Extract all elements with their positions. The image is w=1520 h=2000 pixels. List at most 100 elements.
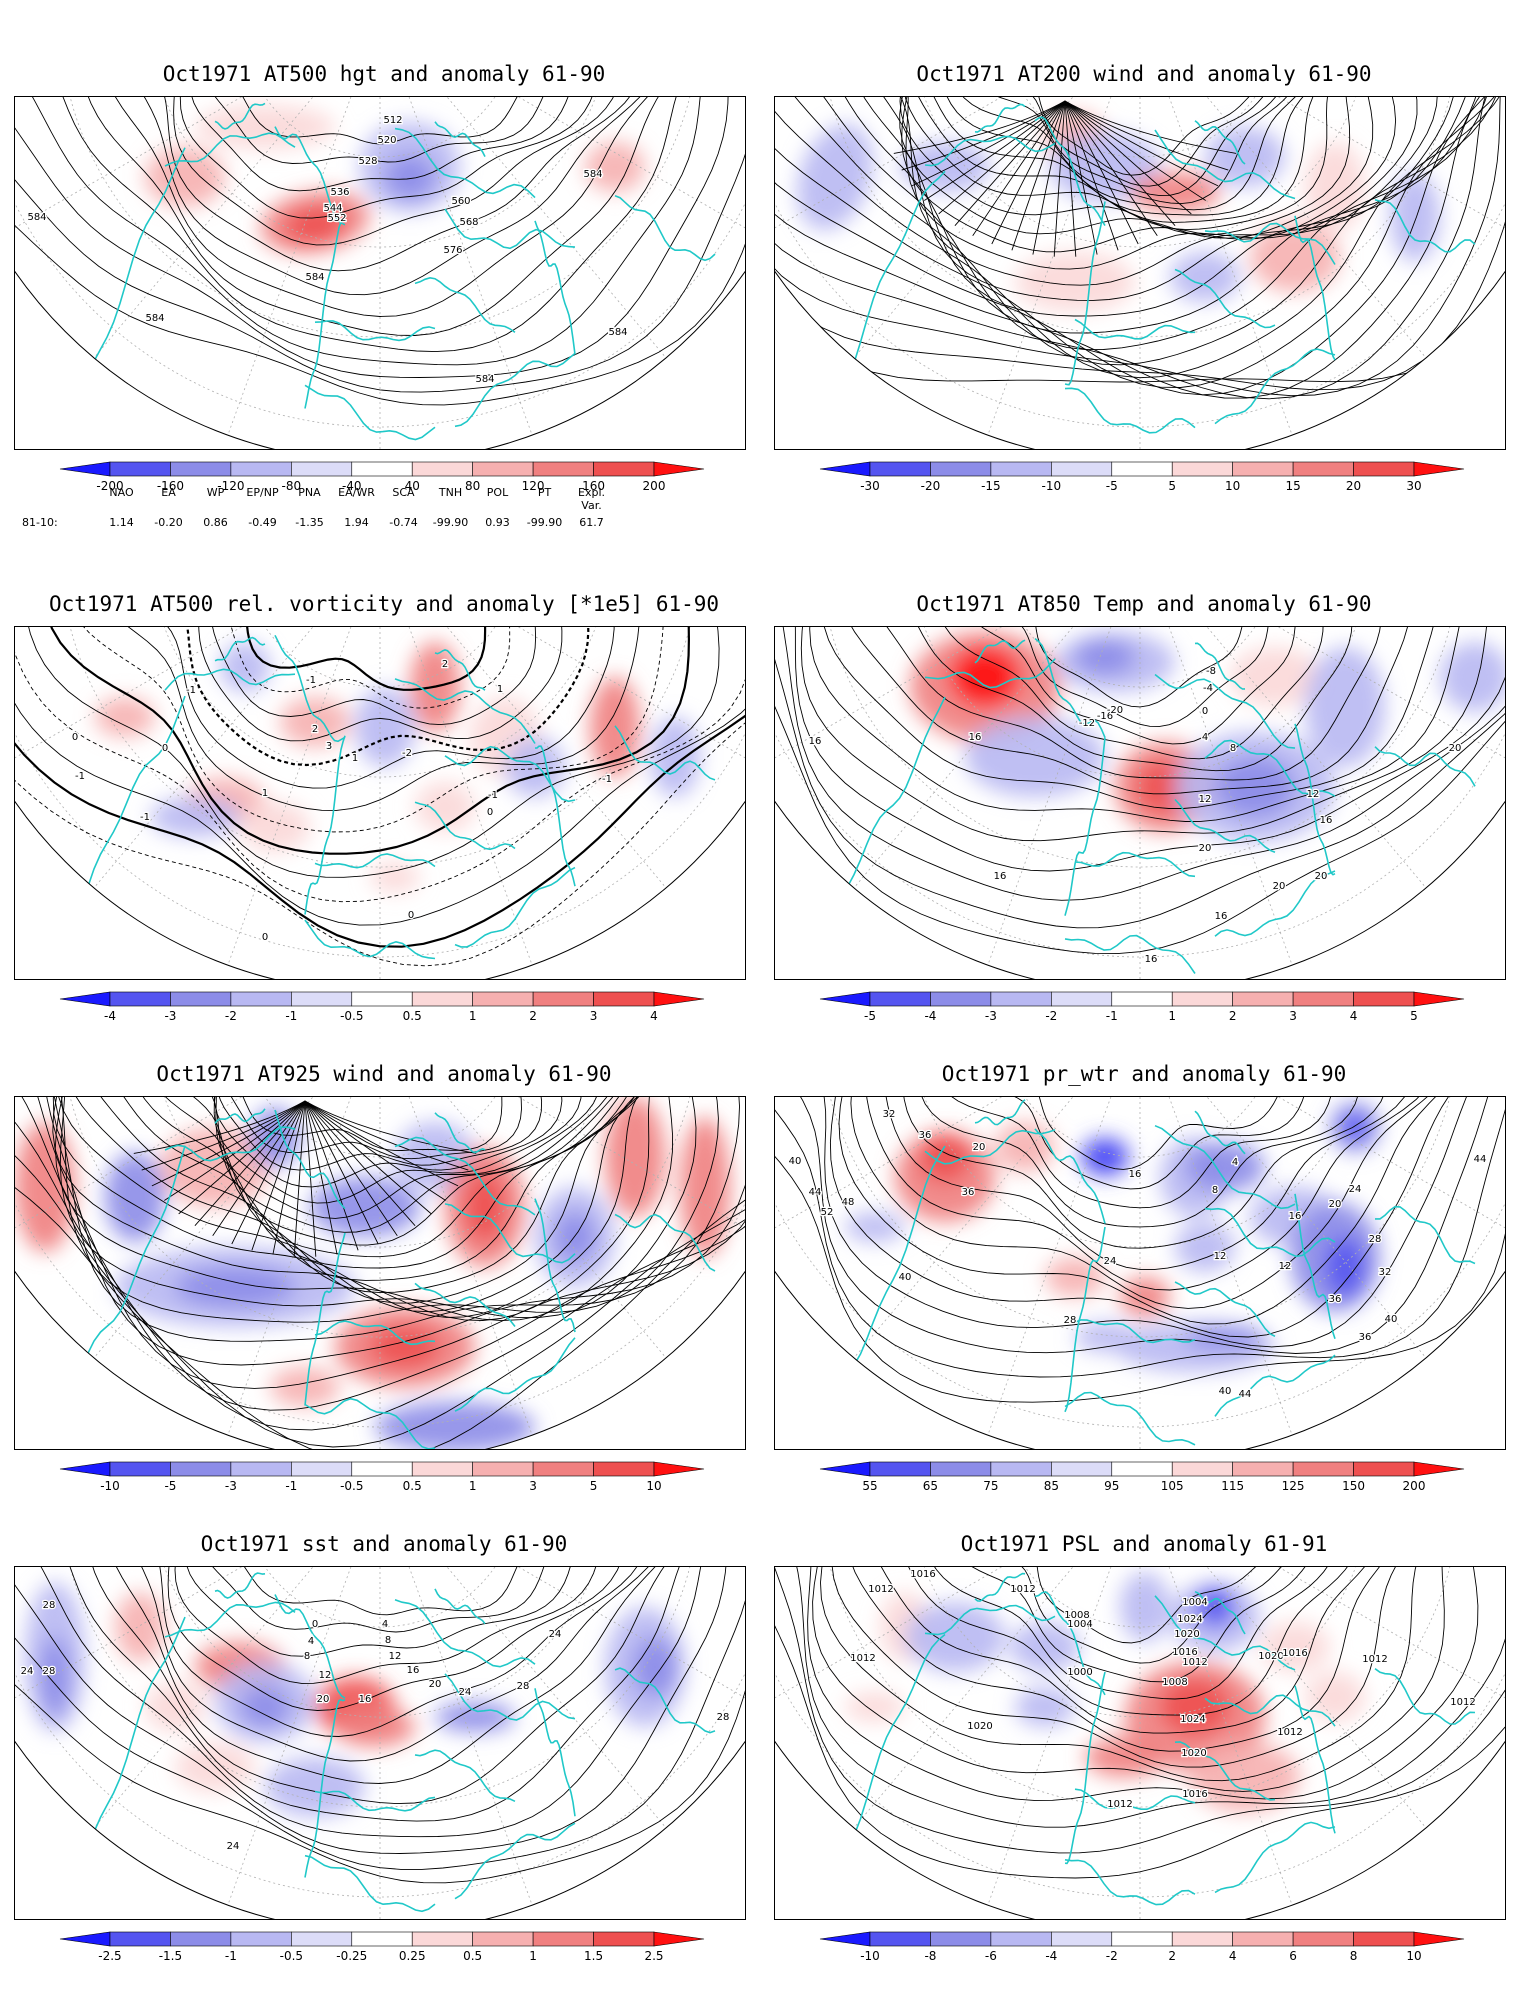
colorbar-bin <box>291 1931 353 1947</box>
anomaly-shading <box>415 782 475 832</box>
contour-label: -8 <box>1206 666 1216 677</box>
streamline <box>1064 100 1229 171</box>
contour-line <box>775 1097 1505 1403</box>
colorbar-bin <box>532 1931 594 1947</box>
index-name: PNA <box>298 486 321 499</box>
colorbar-tick-label: -10 <box>860 1949 880 1963</box>
colorbar-tick-label: 85 <box>1044 1479 1059 1493</box>
contour-label: 584 <box>145 313 164 324</box>
coastline <box>164 668 296 691</box>
contour-label: 1012 <box>1010 1584 1035 1595</box>
contour-line <box>836 627 1411 795</box>
panel-title: Oct1971 sst and anomaly 61-90 <box>200 1532 568 1556</box>
coastline <box>1064 1226 1106 1413</box>
colorbar-bin <box>411 991 473 1007</box>
contour-label: 32 <box>883 1109 896 1120</box>
meridian-line <box>227 1567 381 1906</box>
contour-label: 20 <box>1449 743 1462 754</box>
coastline <box>1174 1281 1276 1338</box>
colorbar-bin <box>532 991 594 1007</box>
streamline <box>54 1097 675 1322</box>
panel-precipitable-water: Oct1971 pr_wtr and anomaly 61-90 32 36 40 4… <box>774 1058 1514 1528</box>
coastline <box>1034 116 1106 227</box>
index-value: 0.86 <box>203 516 228 529</box>
colorbar-bin <box>109 461 171 477</box>
colorbar-bin <box>1353 1931 1415 1947</box>
contour-label: 12 <box>1307 789 1320 800</box>
colorbar-tick-label: -0.5 <box>340 1479 363 1493</box>
coastline <box>434 649 486 691</box>
anomaly-shading <box>900 142 990 192</box>
contour-line <box>806 1567 1479 1801</box>
colorbar-bin <box>532 461 594 477</box>
colorbar: -10 -5 -3 -1 -0.5 0.5 1 3 5 10 <box>14 1460 714 1498</box>
streamline <box>1064 100 1119 251</box>
contour-label: 1012 <box>1107 1799 1132 1810</box>
streamline <box>972 100 1066 237</box>
coastline <box>414 276 516 333</box>
polar-map: 16 16 16 16 20 20 20 20 16 12 8 4 0 -4 -8 -12 -16 -20 12 16 <box>774 626 1506 980</box>
colorbar-bin <box>1171 461 1233 477</box>
contour-label: 584 <box>608 327 627 338</box>
contour-line <box>812 1567 1452 1792</box>
streamline <box>34 1097 745 1366</box>
streamline <box>901 100 1066 171</box>
contour-label: 40 <box>899 1272 912 1283</box>
colorbar-bin <box>1111 991 1173 1007</box>
streamline <box>304 1100 446 1201</box>
contour-label: 12 <box>1199 794 1212 805</box>
meridian-line <box>379 1097 667 1359</box>
coastline <box>1375 1205 1476 1265</box>
colorbar-bin <box>930 461 992 477</box>
contour-line <box>15 627 745 903</box>
contour-line <box>821 627 1439 809</box>
contour-line <box>846 1567 1413 1752</box>
meridian-line <box>379 97 745 240</box>
coastline <box>304 219 346 409</box>
index-value: -99.90 <box>526 516 563 529</box>
contour-label: 48 <box>842 1197 855 1208</box>
meridian-line <box>1139 1567 1293 1906</box>
anomaly-shading <box>370 862 420 892</box>
contour-line <box>15 1567 745 1870</box>
streamline <box>304 1100 379 1245</box>
streamline <box>953 97 1334 197</box>
anomaly-shading <box>1045 1257 1105 1297</box>
meridian-line <box>379 1097 745 1240</box>
meridian-line <box>379 627 745 770</box>
colorbar-tick-label: -5 <box>864 1009 876 1023</box>
streamline <box>899 97 1361 236</box>
streamline <box>227 1097 518 1151</box>
colorbar-bin <box>291 991 353 1007</box>
coastline <box>1374 746 1476 787</box>
contour-label: 24 <box>1104 1256 1117 1267</box>
coastline <box>614 194 716 262</box>
colorbar-tick-label: 10 <box>1406 1949 1421 1963</box>
contour-label: 40 <box>1385 1314 1398 1325</box>
contour-line <box>978 1567 1312 1644</box>
contour-label: 4 <box>308 1636 314 1647</box>
contour-line <box>15 627 745 967</box>
contour-label: 28 <box>517 1681 530 1692</box>
meridian-line <box>15 627 381 770</box>
coastline <box>434 1588 486 1625</box>
colorbar-low-arrow <box>819 1931 871 1947</box>
anomaly-shading <box>265 1757 365 1817</box>
contour-label: 584 <box>583 169 602 180</box>
coastline <box>214 1108 266 1124</box>
streamline <box>1064 100 1206 201</box>
coastline <box>304 1232 346 1406</box>
contour-line <box>831 1567 1429 1768</box>
index-name: EA/WR <box>338 486 375 499</box>
streamline <box>784 97 1501 351</box>
contour-line <box>944 627 1321 745</box>
contour-line <box>70 97 697 336</box>
colorbar-tick-label: 65 <box>923 1479 938 1493</box>
colorbar-tick-label: 1 <box>469 1479 477 1493</box>
colorbar-bin <box>1171 1461 1233 1477</box>
anomaly-shading <box>1120 1572 1170 1642</box>
colorbar-tick-label: -5 <box>1106 479 1118 493</box>
coastline <box>974 639 1026 664</box>
contour-label: 568 <box>459 217 478 228</box>
colorbar-bin <box>411 461 473 477</box>
